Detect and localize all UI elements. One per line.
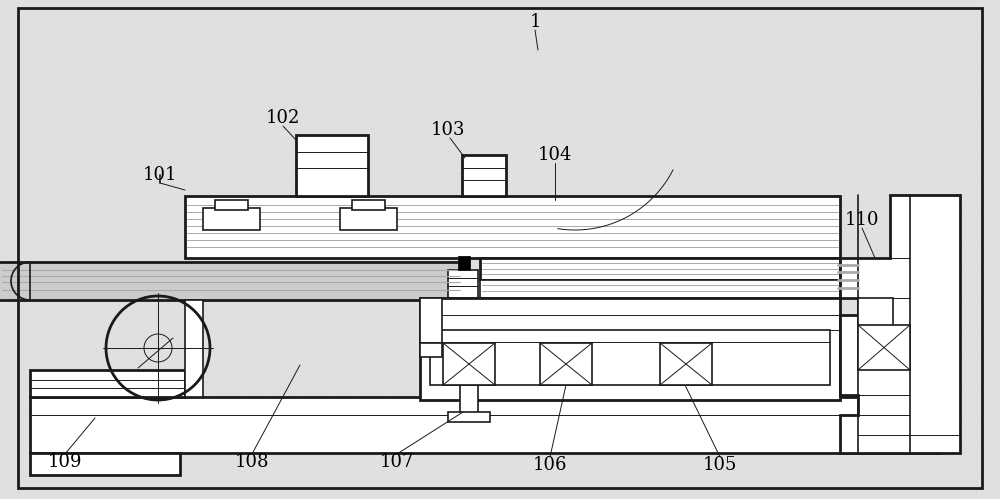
Bar: [540, 343, 592, 385]
Text: 109: 109: [48, 453, 82, 471]
Bar: [443, 343, 495, 385]
Bar: [480, 280, 840, 298]
Bar: [30, 453, 180, 475]
Bar: [296, 135, 368, 196]
Text: 101: 101: [143, 166, 177, 184]
Bar: [203, 208, 260, 230]
Bar: [460, 385, 478, 415]
Bar: [30, 370, 185, 397]
Bar: [858, 325, 910, 370]
Bar: [185, 196, 840, 258]
Bar: [215, 200, 248, 210]
Bar: [458, 256, 470, 270]
Bar: [462, 155, 506, 196]
Bar: [448, 270, 478, 298]
Text: 110: 110: [845, 211, 879, 229]
Text: 104: 104: [538, 146, 572, 164]
Bar: [660, 343, 712, 385]
Bar: [480, 258, 840, 280]
Text: 102: 102: [266, 109, 300, 127]
Text: 103: 103: [431, 121, 465, 139]
Bar: [430, 330, 830, 385]
Bar: [185, 300, 203, 397]
Bar: [352, 200, 385, 210]
Text: 105: 105: [703, 456, 737, 474]
Bar: [858, 298, 893, 326]
Text: 1: 1: [529, 13, 541, 31]
Bar: [0, 263, 462, 299]
Bar: [420, 343, 442, 357]
Bar: [420, 298, 840, 400]
Bar: [448, 412, 490, 422]
Text: 108: 108: [235, 453, 269, 471]
Polygon shape: [840, 195, 960, 453]
Text: 107: 107: [380, 453, 414, 471]
Bar: [420, 298, 442, 343]
Bar: [30, 397, 940, 453]
Bar: [340, 208, 397, 230]
Text: 106: 106: [533, 456, 567, 474]
